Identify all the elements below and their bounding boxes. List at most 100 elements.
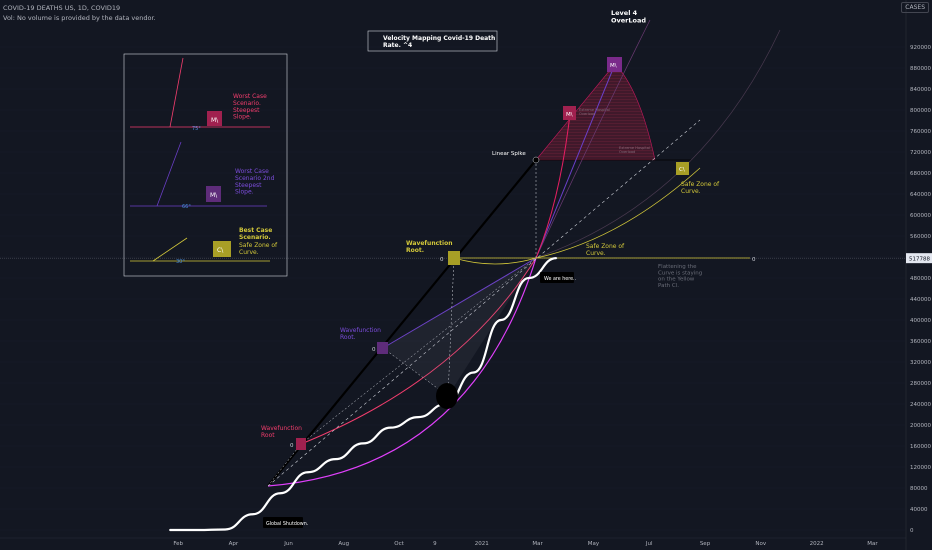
deaths-data-point xyxy=(279,492,282,495)
y-tick-label: 920000 xyxy=(910,45,931,51)
flattening-note: Flattening the Curve is staying on the Yel… xyxy=(658,264,702,289)
wavefunction-root-yellow: Wavefunction Root. xyxy=(406,240,452,254)
annotation-layer: Velocity Mapping Covid-19 Death Rate. ^4 L… xyxy=(176,9,756,527)
volume-note: Vol: No volume is provided by the data v… xyxy=(3,14,156,22)
dashed-red-chord xyxy=(300,257,537,445)
yellow-upper-marker xyxy=(676,162,689,175)
best-case-label: Best Case Scenario. xyxy=(239,227,272,241)
current-value-badge xyxy=(906,253,932,264)
legend-yellow-marker xyxy=(213,241,231,257)
global-shutdown-box xyxy=(263,517,303,528)
deaths-data-point xyxy=(362,442,365,445)
linear-spike-line xyxy=(267,159,537,487)
global-shutdown-label: Global Shutdown. xyxy=(266,521,308,527)
y-tick-label: 80000 xyxy=(910,486,928,492)
y-tick-label: 840000 xyxy=(910,87,931,93)
deaths-data-point xyxy=(527,277,530,279)
red-upper-curve xyxy=(535,113,571,259)
y-tick-label: 760000 xyxy=(910,129,931,135)
y-tick-label: 40000 xyxy=(910,507,928,513)
red-root-marker xyxy=(296,438,306,450)
icon-c-yellow-upper: C\ xyxy=(679,167,685,173)
deaths-data-point xyxy=(500,319,503,321)
red-root-curve xyxy=(300,257,537,445)
zero-label: 0 xyxy=(372,347,376,353)
legend-worst2-slope xyxy=(156,141,182,207)
x-axis: Feb Apr Jun Aug Oct 9 2021 Mar May Jul Sep Nov 2022 M… xyxy=(0,537,906,547)
purple-root-line xyxy=(382,257,537,349)
purple-upper-marker xyxy=(607,57,622,72)
legend-worst-slope xyxy=(169,57,184,128)
current-value-label: 517788 xyxy=(909,256,930,262)
dashed-yellow-drop xyxy=(447,257,455,397)
safe-zone-legend-label: Safe Zone of Curve. xyxy=(239,242,278,256)
y-tick-label: 560000 xyxy=(910,234,931,240)
chart-title: COVID-19 DEATHS US, 1D, COVID19 xyxy=(3,4,121,12)
deaths-data-point xyxy=(307,471,309,474)
icon-m-red-upper: M\ xyxy=(566,112,573,118)
angle-75: 75° xyxy=(192,126,201,132)
y-tick-label: 720000 xyxy=(910,150,931,156)
worst-case-2nd-label: Worst Case Scenario 2nd Steepest Slope. xyxy=(235,168,275,196)
legend-red-marker xyxy=(207,111,222,126)
y-tick-label: 600000 xyxy=(910,213,931,219)
icon-m-red: M\ xyxy=(211,117,219,124)
x-tick-label: Mar xyxy=(532,541,543,547)
x-tick-label: Oct xyxy=(394,541,404,547)
y-tick-label: 120000 xyxy=(910,465,931,471)
zero-label: 0 xyxy=(752,257,756,263)
deaths-data-point xyxy=(251,513,254,516)
safe-zone-label-1: Safe Zone of Curve. xyxy=(681,181,720,195)
y-tick-label: 0 xyxy=(910,528,914,534)
linear-spike-point xyxy=(532,156,540,164)
worst-case-label: Worst Case Scenario. Steepest Slope. xyxy=(233,93,267,121)
deaths-data-point xyxy=(555,257,558,260)
x-tick-label: 2021 xyxy=(475,541,489,547)
deaths-data-point xyxy=(389,426,392,429)
legend-box xyxy=(123,53,288,277)
scale-button[interactable]: CASES xyxy=(901,2,929,13)
series-layer xyxy=(169,57,689,532)
y-tick-label: 880000 xyxy=(910,66,931,72)
yellow-root-marker xyxy=(448,251,460,265)
y-tick-label: 240000 xyxy=(910,402,931,408)
zero-label: 0 xyxy=(440,257,444,263)
y-tick-label: 200000 xyxy=(910,423,931,429)
y-tick-label: 160000 xyxy=(910,444,931,450)
drawing-layer xyxy=(0,19,906,487)
legend-purple-marker xyxy=(206,186,221,202)
wavefunction-root-red: Wavefunction Root xyxy=(261,425,302,439)
zero-label: 0 xyxy=(290,443,294,449)
icon-m-purple-upper: M\ xyxy=(610,63,617,69)
we-are-here-label: We are here.. xyxy=(544,276,576,282)
y-tick-label: 640000 xyxy=(910,192,931,198)
deaths-data-point xyxy=(334,458,337,461)
x-tick-label: Aug xyxy=(338,541,349,547)
shaded-zone xyxy=(383,258,536,396)
linear-spike-label: Linear Spike xyxy=(492,151,526,157)
y-tick-label: 320000 xyxy=(910,360,931,366)
extreme-hospital-2: Extreme Hospital Overload xyxy=(619,146,650,154)
y-tick-label: 280000 xyxy=(910,381,931,387)
deaths-data-point xyxy=(169,529,171,531)
y-tick-label: 440000 xyxy=(910,297,931,303)
magenta-root-curve xyxy=(267,257,537,487)
x-tick-label: Mar xyxy=(867,541,878,547)
x-tick-label: Sep xyxy=(700,541,711,547)
yellow-safe-curve xyxy=(535,167,701,259)
icon-c-yellow: C\ xyxy=(217,247,224,254)
level4-label: Level 4 OverLoad xyxy=(611,9,646,24)
far-purple-curve xyxy=(535,19,651,259)
legend-best-slope xyxy=(152,237,188,262)
x-tick-label: Apr xyxy=(229,541,239,547)
deaths-data-point xyxy=(196,529,199,531)
dashed-purple-drop xyxy=(382,347,449,397)
x-tick-label: 2022 xyxy=(810,541,824,547)
velocity-title-box xyxy=(367,30,498,52)
x-tick-label: Feb xyxy=(173,541,183,547)
x-tick-label: 9 xyxy=(433,541,437,547)
velocity-title: Velocity Mapping Covid-19 Death Rate. ^4 xyxy=(383,35,495,49)
x-tick-label: Jun xyxy=(283,541,293,547)
we-are-here-box xyxy=(540,272,574,283)
